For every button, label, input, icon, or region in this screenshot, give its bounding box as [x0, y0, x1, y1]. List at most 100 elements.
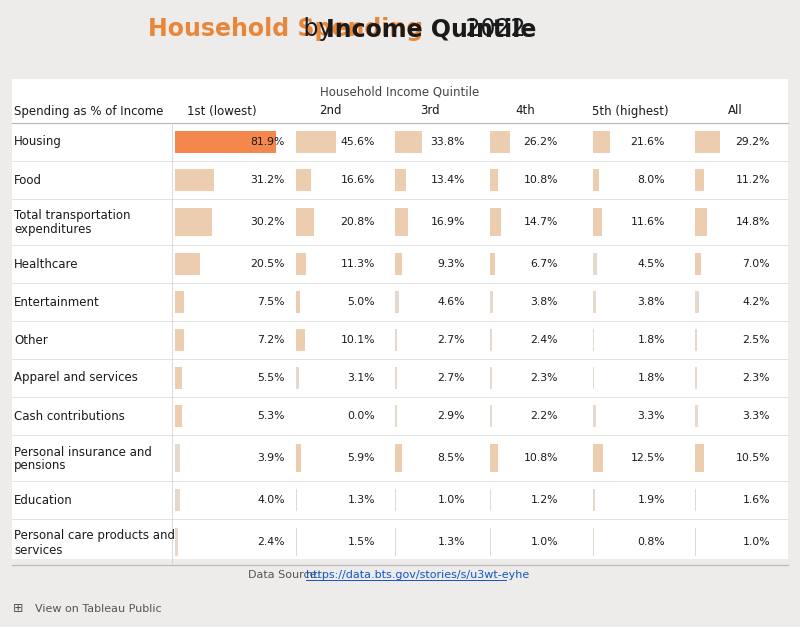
Bar: [395, 404, 398, 428]
Text: expenditures: expenditures: [14, 223, 91, 236]
Bar: [395, 528, 396, 556]
Bar: [296, 329, 305, 351]
Bar: [296, 367, 298, 389]
Text: 5th (highest): 5th (highest): [592, 105, 668, 117]
Text: 3.1%: 3.1%: [347, 373, 375, 383]
Bar: [695, 290, 698, 314]
Text: Healthcare: Healthcare: [14, 258, 78, 270]
Bar: [490, 253, 495, 275]
Bar: [175, 169, 214, 191]
Text: 16.9%: 16.9%: [430, 217, 465, 227]
Bar: [593, 290, 596, 314]
Text: 45.6%: 45.6%: [341, 137, 375, 147]
Text: 2.9%: 2.9%: [438, 411, 465, 421]
Bar: [490, 488, 491, 512]
Text: 30.2%: 30.2%: [250, 217, 285, 227]
Text: Education: Education: [14, 493, 73, 507]
Bar: [395, 290, 398, 314]
Text: 16.6%: 16.6%: [341, 175, 375, 185]
Text: Household Spending: Household Spending: [148, 17, 423, 41]
Bar: [490, 367, 492, 389]
Text: 10.1%: 10.1%: [341, 335, 375, 345]
Bar: [395, 130, 422, 154]
Text: 3.9%: 3.9%: [258, 453, 285, 463]
Text: 3rd: 3rd: [420, 105, 440, 117]
Text: 8.5%: 8.5%: [438, 453, 465, 463]
Bar: [296, 253, 306, 275]
Text: Food: Food: [14, 174, 42, 186]
Bar: [296, 444, 302, 472]
Text: 1.0%: 1.0%: [530, 537, 558, 547]
Text: 8.0%: 8.0%: [638, 175, 665, 185]
Text: 11.2%: 11.2%: [736, 175, 770, 185]
Text: 2.7%: 2.7%: [438, 373, 465, 383]
Text: 1.0%: 1.0%: [742, 537, 770, 547]
Bar: [490, 130, 510, 154]
Text: 20.8%: 20.8%: [341, 217, 375, 227]
Bar: [175, 528, 178, 556]
Text: Housing: Housing: [14, 135, 62, 149]
Text: 2nd: 2nd: [318, 105, 342, 117]
Bar: [296, 169, 310, 191]
Bar: [296, 528, 298, 556]
Text: 1st (lowest): 1st (lowest): [187, 105, 257, 117]
Text: 26.2%: 26.2%: [524, 137, 558, 147]
Text: Personal care products and: Personal care products and: [14, 529, 175, 542]
Text: 3.3%: 3.3%: [742, 411, 770, 421]
Text: 4.0%: 4.0%: [258, 495, 285, 505]
Bar: [593, 404, 596, 428]
Text: 10.8%: 10.8%: [523, 453, 558, 463]
Text: 4.5%: 4.5%: [638, 259, 665, 269]
Bar: [175, 488, 180, 512]
Text: 6.7%: 6.7%: [530, 259, 558, 269]
Text: All: All: [728, 105, 742, 117]
Bar: [296, 290, 301, 314]
Text: 4.6%: 4.6%: [438, 297, 465, 307]
Text: 10.8%: 10.8%: [523, 175, 558, 185]
Bar: [593, 130, 610, 154]
Text: 0.8%: 0.8%: [638, 537, 665, 547]
Bar: [695, 488, 696, 512]
Text: 29.2%: 29.2%: [736, 137, 770, 147]
Text: 4th: 4th: [515, 105, 535, 117]
Text: 12.5%: 12.5%: [630, 453, 665, 463]
Text: 2.2%: 2.2%: [530, 411, 558, 421]
Bar: [490, 404, 492, 428]
Bar: [695, 208, 707, 236]
Text: 5.9%: 5.9%: [347, 453, 375, 463]
Text: 1.8%: 1.8%: [638, 335, 665, 345]
Bar: [395, 367, 397, 389]
Text: 1.0%: 1.0%: [438, 495, 465, 505]
Text: 2022: 2022: [458, 17, 526, 41]
Bar: [175, 253, 200, 275]
Bar: [593, 253, 597, 275]
Text: 11.3%: 11.3%: [341, 259, 375, 269]
Text: Household Income Quintile: Household Income Quintile: [320, 85, 480, 98]
Bar: [593, 169, 599, 191]
Text: 20.5%: 20.5%: [250, 259, 285, 269]
Text: Apparel and services: Apparel and services: [14, 372, 138, 384]
Text: 21.6%: 21.6%: [630, 137, 665, 147]
Text: 7.0%: 7.0%: [742, 259, 770, 269]
Text: 4.2%: 4.2%: [742, 297, 770, 307]
Text: 2.4%: 2.4%: [530, 335, 558, 345]
Bar: [296, 208, 314, 236]
Text: 2.4%: 2.4%: [258, 537, 285, 547]
Text: 1.3%: 1.3%: [347, 495, 375, 505]
Text: 1.2%: 1.2%: [530, 495, 558, 505]
Text: Personal insurance and: Personal insurance and: [14, 446, 152, 458]
Text: services: services: [14, 544, 62, 557]
Bar: [175, 329, 184, 351]
Text: by: by: [296, 17, 340, 41]
Bar: [175, 444, 180, 472]
Bar: [395, 444, 402, 472]
Text: 0.0%: 0.0%: [347, 411, 375, 421]
Bar: [695, 404, 698, 428]
Text: 10.5%: 10.5%: [735, 453, 770, 463]
Text: 2.3%: 2.3%: [530, 373, 558, 383]
Text: pensions: pensions: [14, 460, 66, 473]
Bar: [695, 169, 705, 191]
Text: 81.9%: 81.9%: [250, 137, 285, 147]
Text: 33.8%: 33.8%: [430, 137, 465, 147]
Bar: [490, 290, 493, 314]
